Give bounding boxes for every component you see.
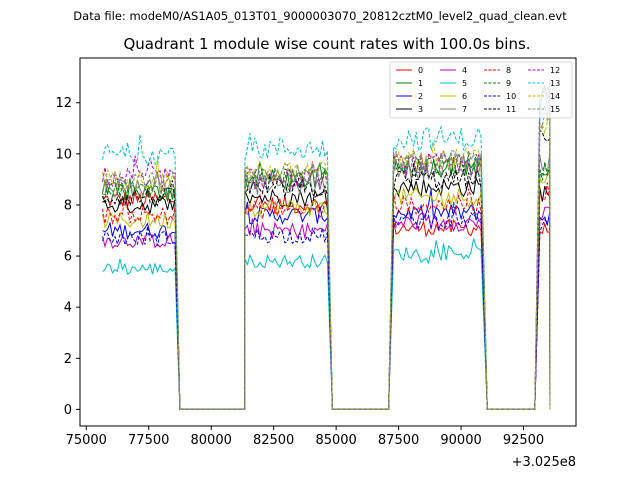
x-axis-ticks: 75000 77500 80000 82500 85000 87500 90000 92500 — [66, 426, 544, 448]
legend-label-3: 3 — [418, 105, 423, 114]
legend-label-7: 7 — [462, 105, 467, 114]
x-tick-label: 92500 — [503, 433, 544, 448]
x-tick-label: 82500 — [253, 433, 294, 448]
x-tick-label: 90000 — [440, 433, 481, 448]
y-tick-label: 0 — [64, 403, 72, 418]
legend-label-15: 15 — [550, 105, 560, 114]
series-line-3 — [102, 175, 551, 410]
legend-label-4: 4 — [462, 66, 467, 75]
series-line-12 — [102, 83, 551, 410]
plot-series-group — [102, 78, 551, 410]
legend-label-5: 5 — [462, 79, 467, 88]
legend-label-11: 11 — [506, 105, 516, 114]
x-tick-label: 80000 — [191, 433, 232, 448]
x-tick-label: 77500 — [128, 433, 169, 448]
y-tick-label: 2 — [64, 352, 72, 367]
y-tick-label: 12 — [55, 96, 72, 111]
legend-label-1: 1 — [418, 79, 423, 88]
data-file-suptitle: Data file: modeM0/AS1A05_013T01_90000030… — [73, 9, 567, 23]
legend-label-9: 9 — [506, 79, 511, 88]
y-axis-ticks: 0 2 4 6 8 10 12 — [55, 96, 80, 418]
x-offset-label: +3.025e8 — [512, 455, 576, 470]
x-tick-label: 87500 — [378, 433, 419, 448]
legend-label-6: 6 — [462, 92, 467, 101]
x-tick-label: 75000 — [66, 433, 107, 448]
series-line-14 — [102, 116, 551, 410]
series-line-6 — [102, 171, 551, 410]
series-line-5 — [102, 90, 551, 410]
y-tick-label: 8 — [64, 198, 72, 213]
legend-label-10: 10 — [506, 92, 516, 101]
chart-title: Quadrant 1 module wise count rates with … — [123, 35, 530, 53]
x-tick-label: 85000 — [315, 433, 356, 448]
legend-box — [389, 61, 573, 119]
series-line-15 — [102, 78, 551, 410]
y-tick-label: 6 — [64, 250, 72, 265]
legend-label-13: 13 — [550, 79, 560, 88]
series-line-8 — [102, 182, 551, 410]
legend-label-0: 0 — [418, 66, 423, 75]
legend-label-12: 12 — [550, 66, 560, 75]
legend-label-2: 2 — [418, 92, 423, 101]
series-line-11 — [102, 129, 551, 410]
axes-frame — [79, 57, 577, 427]
y-tick-label: 10 — [55, 147, 72, 162]
series-line-13 — [102, 82, 551, 410]
legend-label-14: 14 — [550, 92, 560, 101]
y-tick-label: 4 — [64, 301, 72, 316]
legend-label-8: 8 — [506, 66, 511, 75]
series-line-10 — [102, 202, 551, 410]
